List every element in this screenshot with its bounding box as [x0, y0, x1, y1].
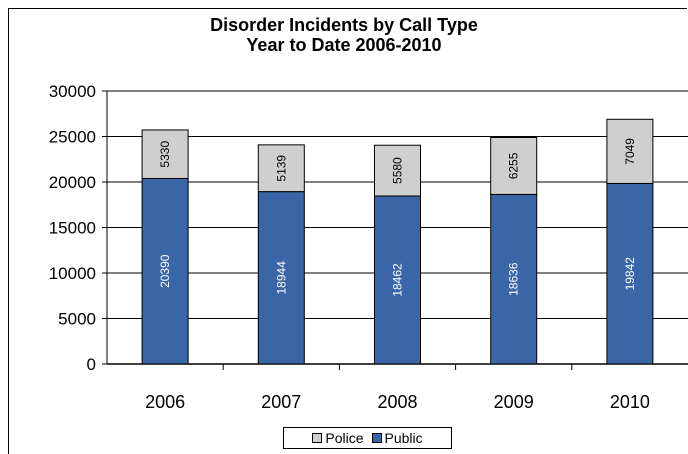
bar-police: [606, 118, 654, 184]
axes: 0 5000 10000 15000 20000 25000 30000 2006 2007 20…: [49, 82, 688, 412]
data-label-public: 18636: [507, 262, 521, 296]
data-label-police: 5580: [391, 157, 405, 184]
bar-police: [141, 129, 189, 179]
y-tick-label: 25000: [49, 128, 96, 147]
bar-police: [490, 136, 538, 195]
data-label-public: 18944: [274, 261, 288, 295]
bars: [141, 118, 654, 365]
y-tick-label: 10000: [49, 264, 96, 283]
y-tick-label: 30000: [49, 82, 96, 101]
chart-title-line-1: Disorder Incidents by Call Type: [210, 15, 478, 35]
data-labels: 20390 5330 18944 5139 18462 5580 18636 6255 1984…: [158, 138, 637, 297]
legend: Police Public: [283, 427, 452, 449]
legend-item-police: Police: [312, 430, 364, 446]
bar-public: [141, 177, 189, 365]
legend-label-public: Public: [384, 430, 423, 446]
x-tick-label: 2010: [610, 392, 650, 412]
x-tick-label: 2006: [145, 392, 185, 412]
bar-police: [257, 144, 305, 193]
x-tick-label: 2009: [494, 392, 534, 412]
bar-public: [606, 182, 654, 365]
bar-public: [374, 195, 421, 365]
data-label-public: 19842: [623, 257, 637, 291]
y-tick-label: 15000: [49, 219, 96, 238]
y-tick-label: 0: [87, 355, 96, 374]
bar-police: [374, 144, 421, 197]
legend-swatch-police: [312, 433, 323, 443]
data-label-police: 5139: [274, 155, 288, 182]
chart-title: Disorder Incidents by Call Type Year to …: [0, 15, 688, 55]
chart-frame: [8, 8, 687, 454]
legend-swatch-public: [371, 433, 382, 443]
x-tick-label: 2007: [261, 392, 301, 412]
data-label-police: 5330: [158, 141, 172, 168]
data-label-public: 20390: [158, 254, 172, 288]
data-label-police: 7049: [623, 138, 637, 165]
legend-item-public: Public: [371, 430, 423, 446]
data-label-public: 18462: [391, 263, 405, 297]
chart-title-line-2: Year to Date 2006-2010: [246, 35, 442, 55]
y-tick-label: 5000: [58, 310, 96, 329]
bar-public: [257, 191, 305, 365]
y-tick-label: 20000: [49, 173, 96, 192]
x-tick-label: 2008: [377, 392, 417, 412]
legend-label-police: Police: [325, 430, 364, 446]
data-label-police: 6255: [507, 152, 521, 179]
